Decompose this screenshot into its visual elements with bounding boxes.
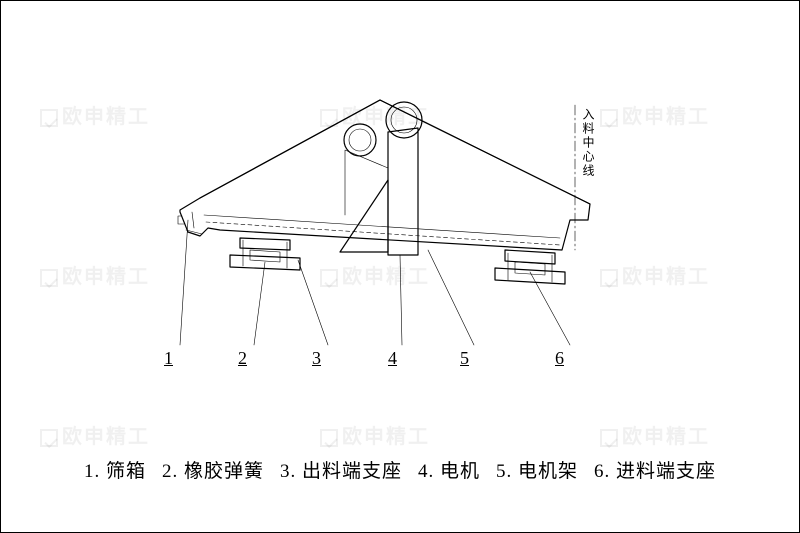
legend-item-3: 3. 出料端支座 xyxy=(280,461,402,482)
callout-3: 3 xyxy=(312,348,321,369)
legend-row: 1. 筛箱 2. 橡胶弹簧 3. 出料端支座 4. 电机 5. 电机架 6. 进料端支座 xyxy=(0,456,800,483)
callout-1: 1 xyxy=(164,348,173,369)
callout-5: 5 xyxy=(460,348,469,369)
feed-centerline-label: 入料中心线 xyxy=(580,108,597,178)
legend-item-5: 5. 电机架 xyxy=(496,461,578,482)
legend-item-1: 1. 筛箱 xyxy=(84,461,146,482)
legend-item-4: 4. 电机 xyxy=(418,461,480,482)
legend-item-2: 2. 橡胶弹簧 xyxy=(162,461,264,482)
legend-item-6: 6. 进料端支座 xyxy=(594,461,716,482)
callout-4: 4 xyxy=(388,348,397,369)
callout-6: 6 xyxy=(555,348,564,369)
callout-2: 2 xyxy=(238,348,247,369)
technical-drawing xyxy=(0,0,800,533)
